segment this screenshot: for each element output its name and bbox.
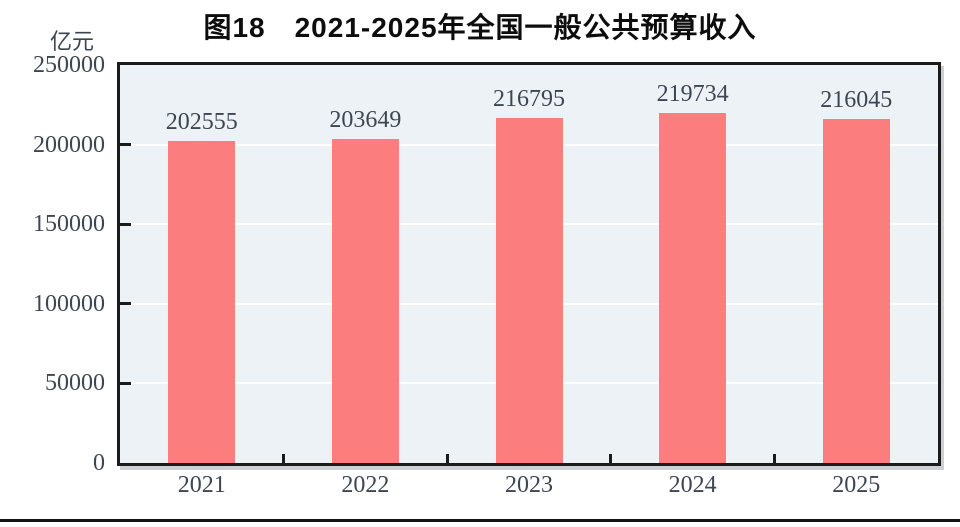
bar-value-label: 216045	[820, 87, 893, 114]
x-axis-tick-label: 2024	[668, 472, 717, 498]
x-axis-tick-label: 2022	[341, 472, 390, 498]
bar	[331, 138, 399, 463]
bar	[659, 113, 727, 463]
y-axis-tick-label: 0	[93, 450, 105, 476]
y-axis-tick	[120, 143, 131, 147]
x-axis-tick-label: 2023	[505, 472, 553, 498]
y-axis-tick-label: 50000	[45, 370, 105, 397]
bar-value-label: 219734	[656, 81, 729, 108]
plot-area: 202555 203649 216795 219734 216045	[117, 62, 941, 466]
x-axis-tick	[445, 454, 449, 463]
x-axis-tick	[282, 454, 286, 463]
y-axis-unit-label: 亿元	[50, 29, 95, 54]
bar-value-label: 216795	[493, 85, 565, 112]
y-axis-tick-label: 100000	[33, 290, 105, 317]
x-axis-tick	[772, 454, 776, 463]
bar-value-label: 203649	[329, 106, 402, 133]
bar	[822, 119, 890, 463]
y-axis-tick	[120, 222, 131, 226]
x-axis-tick-label: 2021	[177, 472, 226, 498]
y-axis-tick	[120, 381, 131, 385]
x-axis-tick-label: 2025	[832, 472, 881, 498]
chart-title: 图18 2021-2025年全国一般公共预算收入	[203, 12, 757, 43]
page-bottom-rule	[0, 519, 960, 522]
y-axis-tick-label: 150000	[33, 211, 105, 238]
y-axis-tick-label: 200000	[33, 131, 105, 158]
bar-value-label: 202555	[165, 108, 238, 135]
bar	[168, 140, 236, 463]
y-axis-tick-label: 250000	[33, 52, 105, 78]
bar	[495, 117, 563, 463]
y-axis-tick	[120, 302, 131, 306]
x-axis-tick	[609, 454, 613, 463]
